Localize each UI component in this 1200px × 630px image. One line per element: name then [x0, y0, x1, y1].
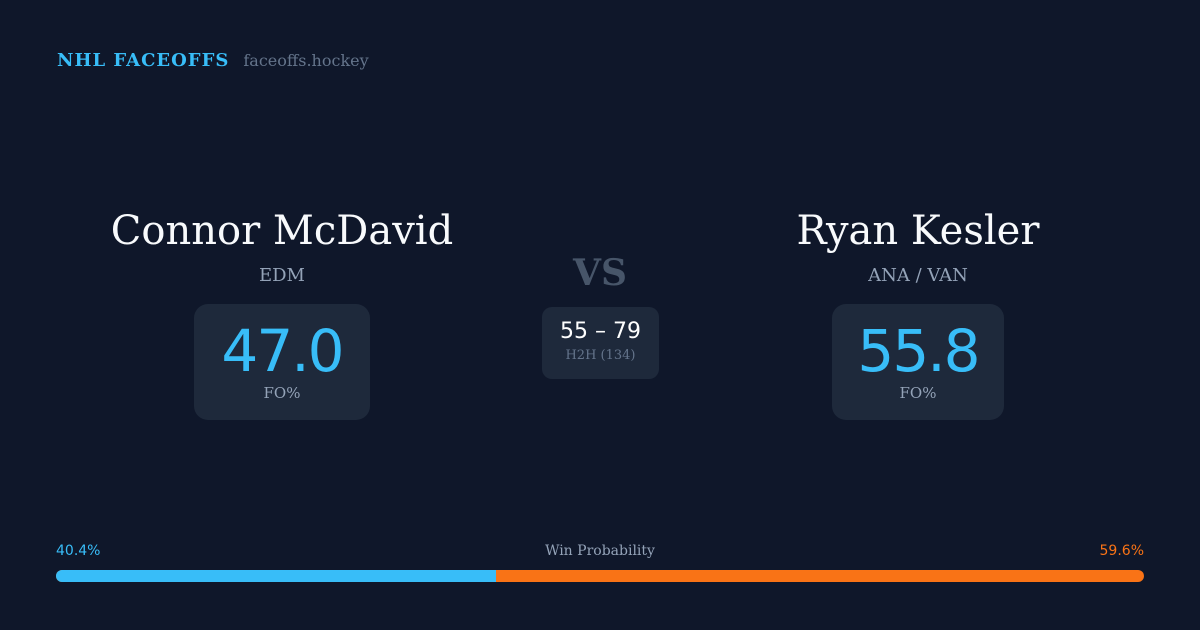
player-team: ANA / VAN [868, 265, 968, 286]
brand-url: faceoffs.hockey [243, 51, 369, 70]
right-probability: 59.6% [1099, 543, 1144, 559]
left-player: Connor McDavid EDM 47.0 FO% [82, 205, 482, 420]
h2h-count: H2H (134) [565, 348, 636, 363]
player-name: Ryan Kesler [796, 208, 1040, 254]
h2h-box: 55 – 79 H2H (134) [542, 307, 659, 379]
player-team: EDM [258, 265, 305, 286]
win-probability-label: Win Probability [545, 543, 655, 559]
win-probability-bar [56, 570, 1144, 582]
fo-label: FO% [899, 384, 937, 402]
fo-value: 55.8 [857, 317, 980, 385]
left-probability-fill [56, 570, 496, 582]
h2h-score: 55 – 79 [560, 319, 641, 344]
fo-label: FO% [263, 384, 301, 402]
fo-value: 47.0 [221, 317, 344, 385]
brand: NHL FACEOFFS faceoffs.hockey [57, 50, 369, 71]
player-name: Connor McDavid [110, 208, 454, 254]
fo-stat-box: 47.0 FO% [194, 304, 370, 420]
fo-stat-box: 55.8 FO% [832, 304, 1004, 420]
left-probability: 40.4% [56, 543, 101, 559]
vs-label: VS [573, 252, 627, 294]
right-player: Ryan Kesler ANA / VAN 55.8 FO% [718, 205, 1118, 420]
win-probability-labels: 40.4% 59.6% Win Probability [56, 543, 1144, 559]
brand-title: NHL FACEOFFS [57, 50, 230, 71]
